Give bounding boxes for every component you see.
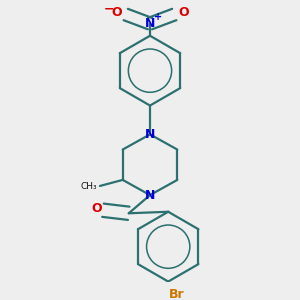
Text: N: N bbox=[145, 17, 155, 30]
Text: N: N bbox=[145, 189, 155, 202]
Text: O: O bbox=[111, 7, 122, 20]
Text: −: − bbox=[104, 2, 114, 16]
Text: CH₃: CH₃ bbox=[81, 182, 98, 191]
Text: N: N bbox=[145, 128, 155, 141]
Text: Br: Br bbox=[169, 288, 184, 300]
Text: +: + bbox=[154, 12, 163, 22]
Text: O: O bbox=[178, 7, 189, 20]
Text: O: O bbox=[91, 202, 102, 215]
